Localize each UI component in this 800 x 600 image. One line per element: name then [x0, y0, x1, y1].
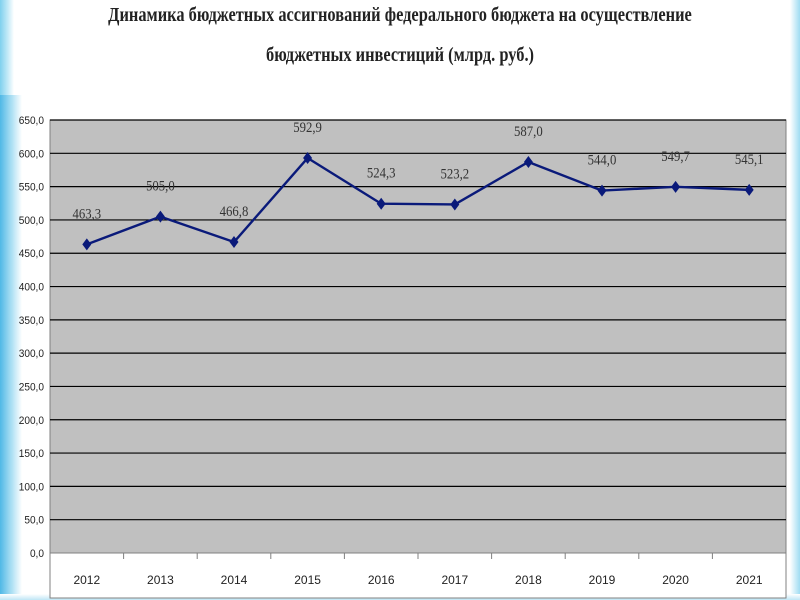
data-point-marker: [229, 236, 239, 249]
decorative-border-right: [790, 0, 800, 600]
data-point-marker: [376, 197, 386, 210]
data-point-marker: [671, 180, 681, 193]
data-label: 524,3: [367, 166, 396, 182]
data-point-marker: [303, 152, 313, 165]
x-tick-label: 2017: [441, 573, 468, 587]
y-tick-label: 100,0: [19, 481, 44, 493]
chart-title-line-2: бюджетных инвестиций (млрд. руб.): [265, 44, 535, 66]
data-point-marker: [155, 210, 165, 223]
data-label: 505,0: [146, 179, 175, 195]
y-tick-label: 250,0: [19, 381, 44, 393]
x-tick-label: 2021: [736, 573, 763, 587]
data-label: 545,1: [735, 152, 764, 168]
y-tick-label: 150,0: [19, 448, 44, 460]
data-label: 587,0: [514, 124, 543, 140]
data-point-marker: [744, 183, 754, 196]
x-tick-label: 2012: [73, 573, 100, 587]
x-tick-label: 2018: [515, 573, 542, 587]
series-markers: [82, 152, 754, 251]
y-tick-label: 600,0: [19, 148, 44, 160]
y-axis-tick-labels: 0,0 50,0 100,0 150,0 200,0 250,0 300,0 350,0 400…: [19, 115, 44, 560]
category-axis-band: [49, 552, 787, 599]
x-axis-tick-labels: 2012 2013 2014 2015 2016 2017 2018 2019 2020 2021: [73, 553, 763, 587]
y-tick-label: 350,0: [19, 314, 44, 326]
y-tick-label: 200,0: [19, 414, 44, 426]
x-tick-label: 2015: [294, 573, 321, 587]
y-tick-label: 650,0: [19, 115, 44, 127]
y-tick-label: 0,0: [30, 548, 44, 560]
x-tick-label: 2016: [368, 573, 395, 587]
data-point-marker: [523, 155, 533, 168]
data-labels: 463,3 505,0 466,8 592,9 524,3 523,2 587,0 544,0…: [72, 120, 763, 222]
data-label: 549,7: [661, 149, 690, 165]
gridlines: [50, 119, 786, 521]
data-label: 544,0: [588, 153, 617, 169]
x-tick-label: 2019: [589, 573, 616, 587]
decorative-border-left-glow: [0, 95, 22, 600]
data-point-marker: [82, 238, 92, 251]
series-line: [86, 156, 750, 246]
y-tick-label: 300,0: [19, 348, 44, 360]
series-line-path: [86, 156, 750, 246]
x-tick-label: 2014: [221, 573, 248, 587]
y-tick-label: 400,0: [19, 281, 44, 293]
data-label: 463,3: [72, 207, 101, 223]
data-point-marker: [450, 198, 460, 211]
data-label: 592,9: [293, 120, 322, 136]
y-tick-label: 50,0: [24, 514, 44, 526]
chart-title-line-1: Динамика бюджетных ассигнований федераль…: [108, 4, 692, 26]
chart-frame: [49, 119, 787, 599]
y-tick-label: 500,0: [19, 215, 44, 227]
y-tick-label: 450,0: [19, 248, 44, 260]
data-label: 466,8: [220, 204, 249, 220]
x-tick-label: 2020: [662, 573, 689, 587]
y-tick-label: 550,0: [19, 181, 44, 193]
x-tick-label: 2013: [147, 573, 174, 587]
data-label: 523,2: [440, 167, 469, 183]
data-point-marker: [597, 184, 607, 197]
